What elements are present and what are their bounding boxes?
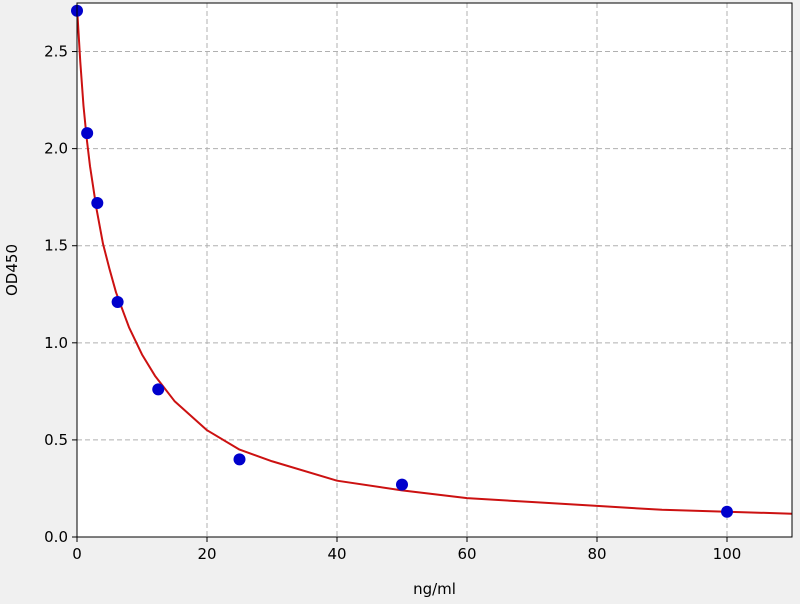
x-tick-label: 100 <box>713 545 742 563</box>
curve-layer <box>76 6 793 515</box>
ticks-layer: 0 20 40 60 80 100 0.0 0.5 1.0 1.5 2.0 2.5 <box>44 43 741 563</box>
y-axis-title: OD450 <box>3 244 21 296</box>
y-tick-label: 1.0 <box>44 334 68 352</box>
x-tick-label: 40 <box>327 545 346 563</box>
plot-area <box>77 3 792 537</box>
y-tick-label: 2.5 <box>44 43 68 61</box>
x-axis-title: ng/ml <box>413 580 456 598</box>
y-tick-label: 2.0 <box>44 140 68 158</box>
x-tick-label: 0 <box>72 545 82 563</box>
data-point <box>721 505 733 518</box>
plot-frame <box>76 2 793 538</box>
x-tick-label: 20 <box>197 545 216 563</box>
data-point <box>111 296 124 309</box>
x-tick-label: 80 <box>587 545 606 563</box>
points-layer <box>71 4 733 518</box>
x-tick-label: 60 <box>457 545 476 563</box>
data-point <box>91 197 104 210</box>
data-point <box>152 383 165 396</box>
y-tick-label: 0.0 <box>44 528 68 546</box>
data-point <box>233 453 246 466</box>
data-point <box>396 478 408 491</box>
y-tick-label: 1.5 <box>44 237 68 255</box>
fitted-curve-line <box>76 6 793 515</box>
data-point <box>81 127 94 140</box>
y-tick-label: 0.5 <box>44 431 68 449</box>
